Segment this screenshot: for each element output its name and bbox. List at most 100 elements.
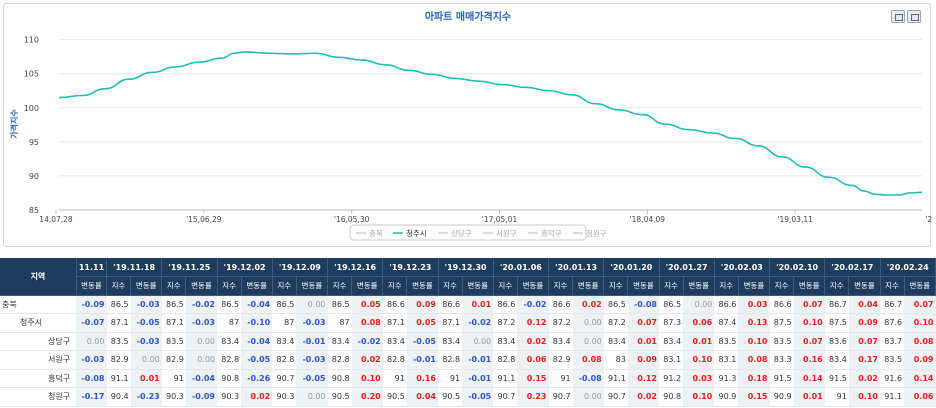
change-cell: 0.01 bbox=[627, 332, 659, 351]
change-cell: -0.09 bbox=[76, 295, 107, 314]
index-cell: 82.9 bbox=[161, 350, 186, 370]
change-cell: 0.06 bbox=[517, 350, 549, 370]
change-subheader: 변동률 bbox=[517, 276, 550, 296]
index-cell: 90.8 bbox=[659, 387, 684, 407]
index-cell: 86.5 bbox=[327, 295, 352, 314]
index-cell: 90.9 bbox=[769, 387, 794, 407]
index-cell: 87.5 bbox=[769, 313, 794, 333]
change-cell: -0.05 bbox=[241, 350, 273, 370]
legend-item[interactable]: 상당구 bbox=[438, 228, 472, 238]
table-row[interactable]: 청주시 -0.07 87.1 -0.05 87.1 -0.03 87 -0.10 87 -0.03… bbox=[0, 313, 936, 333]
index-subheader: 지수 bbox=[382, 276, 408, 296]
index-cell: 91 bbox=[824, 387, 849, 407]
index-subheader: 지수 bbox=[327, 276, 353, 296]
index-cell: 90.7 bbox=[272, 369, 297, 388]
change-cell: 0.07 bbox=[793, 332, 825, 351]
date-header: '19.12.23 bbox=[382, 258, 439, 277]
change-cell: 0.23 bbox=[517, 387, 549, 407]
y-tick-label: 95 bbox=[29, 138, 39, 147]
change-cell: 0.14 bbox=[793, 369, 825, 388]
chart-legend[interactable]: 충북 청주시 상당구 서원구 흥덕구 청원구 bbox=[349, 224, 607, 241]
index-cell: 83.5 bbox=[161, 332, 186, 351]
index-cell: 90.4 bbox=[106, 387, 131, 407]
table-header-sub: 변동률 지수 변동률 지수 변동률 지수 변동률 지수 변동률 지수 변동률 지수 변동률 지수 변동률 지수… bbox=[0, 276, 936, 296]
table-row[interactable]: 상당구 0.00 83.5 -0.03 83.5 0.00 83.4 -0.04 83.4 -0.… bbox=[0, 332, 936, 351]
change-cell: 0.08 bbox=[572, 350, 604, 370]
index-cell: 83.7 bbox=[880, 332, 905, 351]
index-subheader: 지수 bbox=[493, 276, 518, 296]
index-cell: 82.8 bbox=[438, 350, 463, 370]
change-cell: 0.05 bbox=[406, 313, 438, 333]
change-cell: 0.10 bbox=[904, 313, 936, 333]
index-cell: 87.1 bbox=[382, 313, 407, 333]
change-cell: 0.10 bbox=[848, 387, 880, 407]
y-axis-label: 가격지수 bbox=[9, 109, 19, 139]
change-cell: 0.00 bbox=[130, 350, 162, 370]
legend-label: 흥덕구 bbox=[541, 228, 562, 238]
index-cell: 83.4 bbox=[217, 332, 242, 351]
change-cell: 0.00 bbox=[572, 387, 604, 407]
change-subheader: 변동률 bbox=[406, 276, 439, 296]
date-header: 11.11 bbox=[76, 258, 108, 277]
table-row[interactable]: 충북 -0.09 86.5 -0.03 86.5 -0.02 86.5 -0.04 86.5 0.… bbox=[0, 295, 936, 314]
index-cell: 87 bbox=[217, 313, 242, 333]
legend-item[interactable]: 서원구 bbox=[483, 229, 517, 238]
change-cell: 0.08 bbox=[738, 350, 770, 370]
change-cell: -0.03 bbox=[296, 313, 328, 333]
region-name: 상당구 bbox=[0, 332, 77, 351]
index-cell: 91.1 bbox=[493, 369, 518, 388]
index-cell: 90.5 bbox=[382, 387, 407, 407]
index-subheader: 지수 bbox=[824, 276, 850, 296]
change-cell: 0.02 bbox=[351, 350, 383, 370]
change-subheader: 변동률 bbox=[848, 276, 881, 296]
index-cell: 87 bbox=[272, 313, 297, 333]
change-cell: -0.08 bbox=[76, 369, 107, 388]
change-cell: 0.05 bbox=[351, 295, 383, 314]
change-cell: -0.01 bbox=[462, 350, 494, 370]
price-index-table: 지역 11.11'19.11.18'19.11.25'19.12.02'19.12… bbox=[0, 258, 936, 407]
change-cell: 0.08 bbox=[904, 332, 936, 351]
index-cell: 82.8 bbox=[382, 350, 407, 370]
change-cell: 0.02 bbox=[517, 332, 549, 351]
change-cell: 0.07 bbox=[904, 295, 936, 314]
legend-item[interactable]: 청주시 bbox=[393, 229, 427, 238]
change-cell: -0.03 bbox=[130, 332, 162, 351]
change-subheader: 변동률 bbox=[572, 276, 605, 296]
change-cell: -0.01 bbox=[462, 369, 494, 388]
table-row[interactable]: 흥덕구 -0.08 91.1 0.01 91 -0.04 90.8 -0.26 90.7 -0.0… bbox=[0, 369, 936, 388]
index-cell: 91.5 bbox=[769, 369, 794, 388]
index-cell: 82.9 bbox=[106, 350, 131, 370]
legend-item[interactable]: 충북 bbox=[356, 229, 383, 238]
change-cell: 0.04 bbox=[406, 387, 438, 407]
index-cell: 82.8 bbox=[217, 350, 242, 370]
index-cell: 87.2 bbox=[603, 313, 628, 333]
legend-box bbox=[349, 224, 587, 241]
x-tick-label: '18,04,09 bbox=[630, 215, 666, 224]
change-cell: 0.10 bbox=[738, 332, 770, 351]
x-tick-label: '15,06,29 bbox=[186, 215, 222, 224]
table-row[interactable]: 서원구 -0.03 82.9 0.00 82.9 0.00 82.8 -0.05 82.8 -0.… bbox=[0, 350, 936, 370]
index-cell: 86.6 bbox=[382, 295, 407, 314]
date-header: '20.02.24 bbox=[880, 258, 936, 277]
change-subheader: 변동률 bbox=[296, 276, 329, 296]
index-cell: 83.4 bbox=[272, 332, 297, 351]
change-subheader: 변동률 bbox=[76, 276, 108, 296]
change-cell: 0.16 bbox=[406, 369, 438, 388]
table-row[interactable]: 청원구 -0.17 90.4 -0.23 90.3 -0.09 90.3 0.02 90.3 0.… bbox=[0, 387, 936, 407]
change-cell: 0.01 bbox=[462, 295, 494, 314]
legend-item[interactable]: 청원구 bbox=[573, 229, 607, 238]
index-cell: 83.4 bbox=[548, 332, 573, 351]
date-header: '19.11.25 bbox=[161, 258, 218, 277]
legend-item[interactable]: 흥덕구 bbox=[528, 228, 562, 238]
download-icon[interactable] bbox=[907, 10, 921, 23]
index-cell: 86.7 bbox=[880, 295, 905, 314]
change-cell: -0.08 bbox=[572, 369, 604, 388]
index-subheader: 지수 bbox=[659, 276, 684, 296]
y-tick-label: 110 bbox=[24, 36, 39, 45]
change-cell: 0.01 bbox=[683, 332, 715, 351]
change-cell: 0.15 bbox=[738, 387, 770, 407]
index-cell: 86.5 bbox=[272, 295, 297, 314]
index-cell: 91 bbox=[438, 369, 463, 388]
change-cell: -0.02 bbox=[185, 295, 217, 314]
print-icon[interactable] bbox=[891, 10, 905, 23]
